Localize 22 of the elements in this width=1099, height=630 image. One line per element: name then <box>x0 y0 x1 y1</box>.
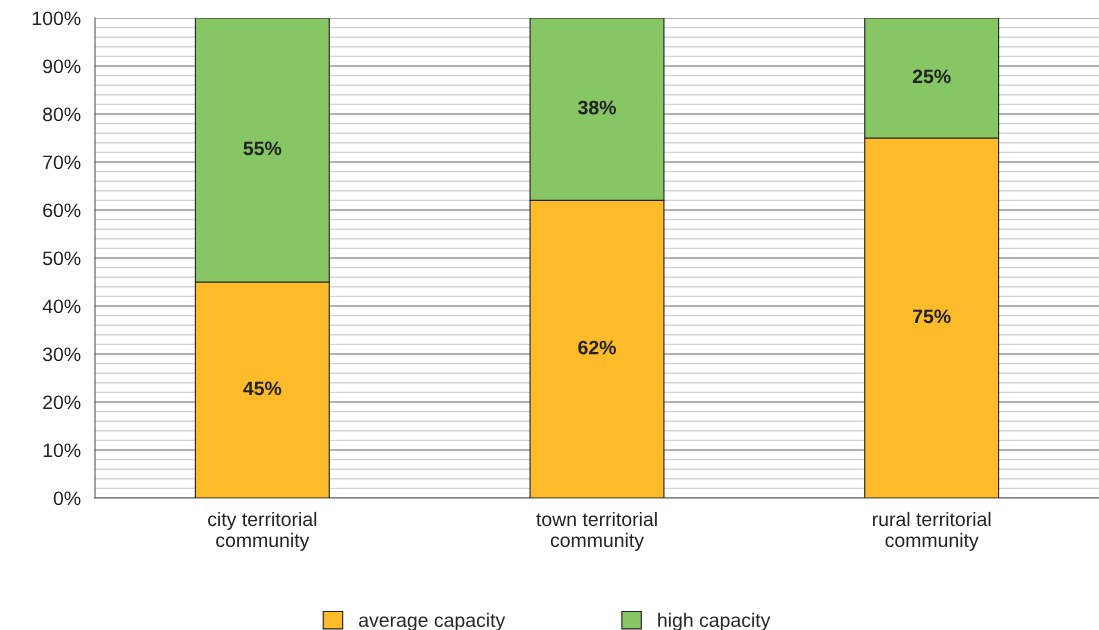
y-tick-label: 10% <box>43 443 81 458</box>
y-tick-label: 20% <box>43 395 81 410</box>
y-tick-label: 30% <box>42 347 81 362</box>
data-label: 55% <box>243 141 282 156</box>
legend-label: average capacity <box>359 612 506 630</box>
y-tick-label: 80% <box>43 107 81 122</box>
y-tick-label: 100% <box>32 11 81 26</box>
y-tick-label: 70% <box>43 155 81 170</box>
y-tick-label: 50% <box>42 251 81 266</box>
y-tick-label: 90% <box>43 59 81 74</box>
legend-label: high capacity <box>658 612 771 630</box>
data-label: 62% <box>578 340 616 355</box>
y-tick-label: 60% <box>43 203 81 218</box>
data-label: 45% <box>243 381 282 396</box>
y-tick-label: 40% <box>42 299 81 314</box>
y-tick-label: 0% <box>53 491 81 506</box>
data-label: 25% <box>912 69 951 84</box>
data-label: 75% <box>913 309 951 324</box>
data-label: 38% <box>577 100 616 115</box>
x-tick-label: town territorial community <box>536 511 657 551</box>
x-tick-label: rural territorial community <box>873 511 991 551</box>
x-tick-label: city territorial community <box>208 511 317 551</box>
